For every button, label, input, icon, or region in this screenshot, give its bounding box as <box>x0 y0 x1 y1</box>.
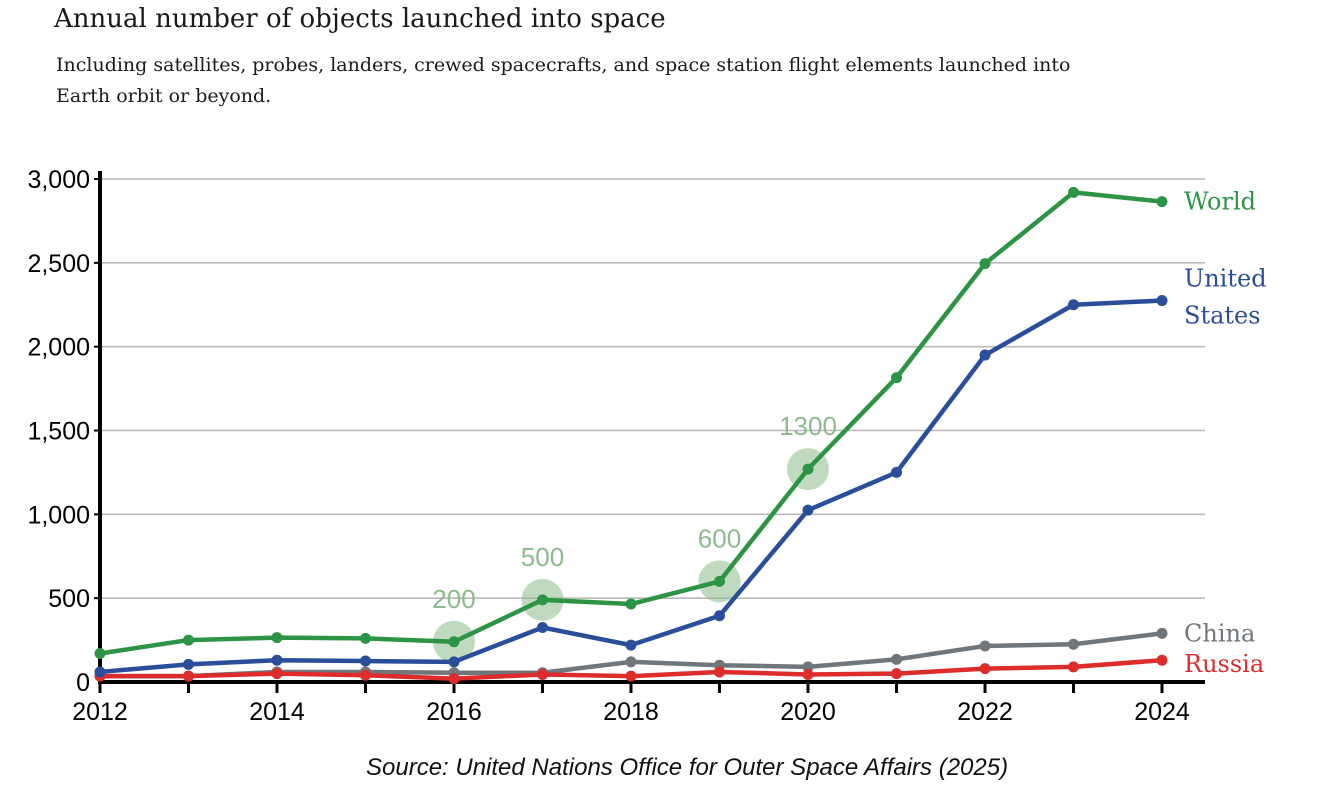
data-point-world-2017 <box>537 594 548 606</box>
data-point-china-2024 <box>1156 627 1168 639</box>
chart-subtitle: Including satellites, probes, landers, c… <box>56 54 1071 107</box>
data-point-china-2021 <box>891 653 902 665</box>
data-point-united-states-2016 <box>448 656 460 668</box>
y-tick-label-1500: 1,500 <box>27 418 90 446</box>
x-tick-label-2016: 2016 <box>426 698 482 726</box>
data-point-china-2020 <box>802 661 814 673</box>
annotation-label-200: 200 <box>432 584 475 614</box>
data-point-china-2023 <box>1068 638 1079 650</box>
data-point-world-2020 <box>802 463 814 475</box>
annotation-labels: 200 500 600 1300 <box>432 411 837 614</box>
x-tick-label-2020: 2020 <box>780 698 836 726</box>
source-note: Source: United Nations Office for Outer … <box>366 754 1009 781</box>
y-tick-label-2500: 2,500 <box>27 250 90 278</box>
data-point-world-2013 <box>183 634 194 646</box>
data-point-world-2012 <box>94 647 106 659</box>
chart-title: Annual number of objects launched into s… <box>54 4 666 34</box>
data-point-united-states-2012 <box>94 666 106 678</box>
data-point-russia-2014 <box>271 668 283 680</box>
series-label-united-states-line1: United <box>1184 265 1267 293</box>
data-point-russia-2019 <box>714 666 725 678</box>
data-point-russia-2016 <box>448 673 460 685</box>
data-point-russia-2022 <box>979 663 991 675</box>
y-tick-label-1000: 1,000 <box>27 501 90 529</box>
data-point-united-states-2022 <box>979 349 991 361</box>
data-point-world-2014 <box>271 632 283 644</box>
y-tick-label-3000: 3,000 <box>27 166 90 194</box>
data-point-world-2021 <box>891 372 902 384</box>
data-point-united-states-2021 <box>891 466 902 478</box>
y-axis-ticks: 0 500 1,000 1,500 2,000 2,500 3,000 <box>27 166 100 697</box>
annotation-label-1300: 1300 <box>779 411 837 441</box>
data-point-world-2018 <box>625 598 637 610</box>
data-point-world-2023 <box>1068 186 1079 198</box>
data-point-united-states-2015 <box>360 655 371 667</box>
data-point-russia-2024 <box>1156 654 1168 666</box>
y-tick-label-500: 500 <box>48 585 90 613</box>
data-point-united-states-2019 <box>714 610 725 622</box>
data-point-united-states-2013 <box>183 658 194 670</box>
data-point-world-2016 <box>448 636 460 648</box>
data-point-united-states-2014 <box>271 654 283 666</box>
data-point-united-states-2023 <box>1068 299 1079 311</box>
data-point-russia-2015 <box>360 669 371 681</box>
annotation-label-600: 600 <box>698 523 741 553</box>
gridlines <box>100 178 1205 599</box>
data-point-china-2022 <box>979 640 991 652</box>
data-point-russia-2013 <box>183 670 194 682</box>
x-axis-ticks: 2012 2014 2016 2018 2020 2022 2024 <box>72 682 1190 726</box>
series-labels: China Russia United States World <box>1184 188 1267 679</box>
data-point-russia-2023 <box>1068 661 1079 673</box>
x-tick-label-2018: 2018 <box>603 698 659 726</box>
series-label-united-states-line2: States <box>1184 302 1261 330</box>
data-point-world-2022 <box>979 258 991 270</box>
data-point-world-2015 <box>360 632 371 644</box>
series-line-world <box>97 190 1165 656</box>
annotation-label-500: 500 <box>521 542 564 572</box>
series-line-united-states <box>97 298 1165 675</box>
data-point-russia-2018 <box>625 670 637 682</box>
data-point-russia-2021 <box>891 668 902 680</box>
x-tick-label-2014: 2014 <box>249 698 305 726</box>
series-label-world: World <box>1184 188 1256 216</box>
data-point-world-2024 <box>1156 196 1168 208</box>
series-world <box>94 186 1168 659</box>
data-point-russia-2020 <box>802 668 814 680</box>
data-point-united-states-2017 <box>537 622 548 634</box>
series-label-russia: Russia <box>1184 650 1264 678</box>
data-point-russia-2017 <box>537 668 548 680</box>
series-russia <box>94 654 1168 685</box>
data-point-united-states-2024 <box>1156 295 1168 307</box>
series-label-china: China <box>1184 619 1255 647</box>
x-tick-label-2022: 2022 <box>957 698 1013 726</box>
x-tick-label-2024: 2024 <box>1134 698 1190 726</box>
series-united-states <box>94 295 1168 678</box>
y-tick-label-0: 0 <box>76 669 90 697</box>
data-point-world-2019 <box>714 575 725 587</box>
data-point-united-states-2018 <box>625 639 637 651</box>
data-point-china-2018 <box>625 656 637 668</box>
data-point-united-states-2020 <box>802 504 814 516</box>
y-tick-label-2000: 2,000 <box>27 334 90 362</box>
x-tick-label-2012: 2012 <box>72 698 128 726</box>
